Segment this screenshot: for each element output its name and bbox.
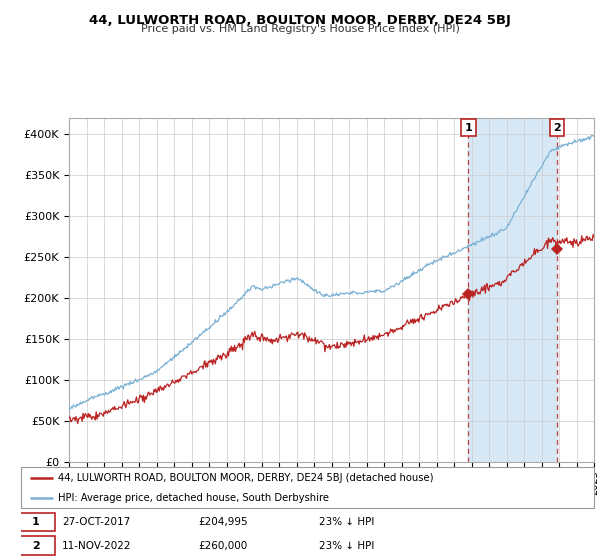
Text: 27-OCT-2017: 27-OCT-2017 — [62, 517, 131, 527]
Text: 23% ↓ HPI: 23% ↓ HPI — [319, 517, 374, 527]
FancyBboxPatch shape — [21, 467, 594, 508]
Text: 44, LULWORTH ROAD, BOULTON MOOR, DERBY, DE24 5BJ: 44, LULWORTH ROAD, BOULTON MOOR, DERBY, … — [89, 14, 511, 27]
FancyBboxPatch shape — [16, 512, 55, 531]
Text: 11-NOV-2022: 11-NOV-2022 — [62, 540, 132, 550]
Text: 2: 2 — [553, 123, 560, 133]
Text: 1: 1 — [464, 123, 472, 133]
Bar — [469, 118, 557, 462]
Text: HPI: Average price, detached house, South Derbyshire: HPI: Average price, detached house, Sout… — [58, 493, 329, 503]
FancyBboxPatch shape — [16, 536, 55, 555]
Text: 23% ↓ HPI: 23% ↓ HPI — [319, 540, 374, 550]
Text: 44, LULWORTH ROAD, BOULTON MOOR, DERBY, DE24 5BJ (detached house): 44, LULWORTH ROAD, BOULTON MOOR, DERBY, … — [58, 474, 434, 483]
Text: £204,995: £204,995 — [199, 517, 248, 527]
Text: Price paid vs. HM Land Registry's House Price Index (HPI): Price paid vs. HM Land Registry's House … — [140, 24, 460, 34]
Text: 1: 1 — [32, 517, 40, 527]
Text: £260,000: £260,000 — [199, 540, 248, 550]
Text: 2: 2 — [32, 540, 40, 550]
